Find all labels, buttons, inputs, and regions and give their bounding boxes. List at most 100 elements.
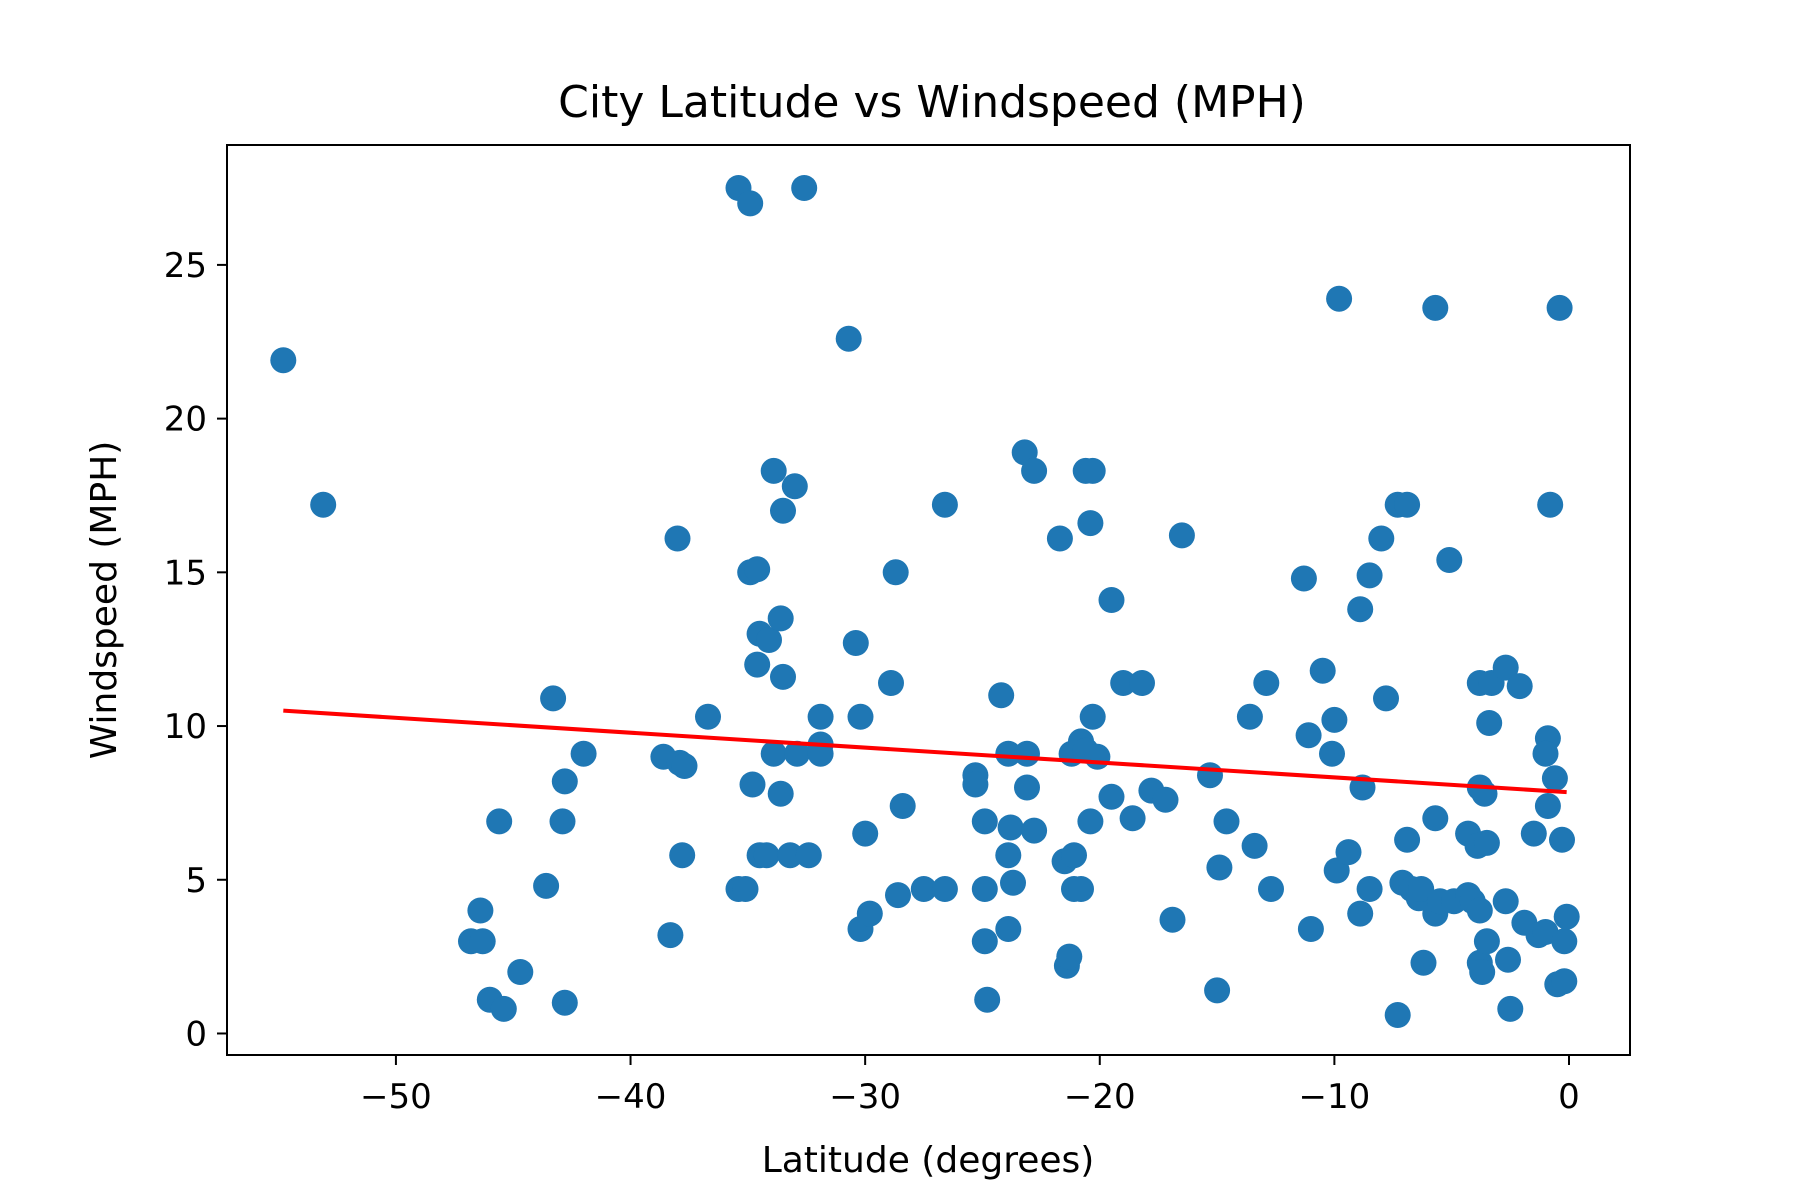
data-point-101 [1159,906,1186,933]
data-point-100 [1152,786,1179,813]
data-point-48 [835,325,862,352]
x-tick-label: −10 [1299,1077,1371,1117]
data-point-20 [669,842,696,869]
data-point-98 [1129,670,1155,696]
data-point-34 [760,457,787,484]
data-point-10 [540,685,567,712]
data-point-126 [1373,685,1399,712]
data-point-6 [486,808,513,835]
data-point-91 [1079,703,1106,730]
data-point-21 [695,703,721,730]
regression-line [283,708,1567,795]
data-point-106 [1213,808,1240,835]
data-point-120 [1347,596,1374,623]
data-point-13 [551,989,578,1016]
data-point-124 [1356,876,1383,902]
y-tick-label: 5 [185,861,207,901]
data-point-42 [784,740,811,767]
data-point-64 [971,876,998,902]
data-point-72 [995,916,1022,942]
data-point-152 [1476,710,1503,736]
x-tick-label: −20 [1064,1077,1136,1117]
data-point-115 [1319,740,1345,767]
data-point-37 [770,497,796,524]
data-point-121 [1347,900,1374,927]
data-point-44 [795,842,822,869]
data-point-65 [971,928,998,955]
data-point-112 [1295,722,1322,749]
plot-area-frame [226,144,1631,1056]
data-point-114 [1309,657,1336,684]
data-point-24 [732,876,759,902]
data-point-53 [856,900,883,927]
data-point-103 [1197,762,1223,789]
data-point-118 [1326,285,1353,312]
data-point-57 [889,793,916,819]
data-point-160 [1506,673,1533,700]
data-point-41 [777,842,804,869]
data-point-158 [1495,946,1521,973]
x-tick-label: −40 [595,1077,667,1117]
data-point-172 [1551,968,1578,995]
y-tick-label: 0 [185,1014,207,1054]
data-point-89 [1079,457,1106,484]
data-point-31 [739,771,766,798]
data-point-117 [1323,857,1350,884]
data-point-30 [756,627,782,653]
data-points-layer [270,175,1580,1028]
data-point-36 [767,605,794,632]
data-point-8 [507,959,534,985]
data-point-66 [974,986,1001,1013]
data-point-12 [551,768,578,795]
y-tick-label: 20 [164,400,207,440]
data-point-150 [1469,959,1496,985]
data-point-107 [1236,703,1263,730]
data-point-169 [1541,765,1568,792]
data-point-90 [1077,510,1104,537]
data-point-58 [910,876,937,902]
data-point-68 [995,740,1022,767]
data-point-69 [995,842,1022,869]
data-point-137 [1422,805,1449,832]
chart-title: City Latitude vs Windspeed (MPH) [558,77,1306,128]
data-point-125 [1368,525,1395,552]
data-point-113 [1297,916,1324,942]
data-point-4 [467,897,494,924]
x-tick-label: −30 [829,1077,901,1117]
x-tick-label: −50 [360,1077,432,1117]
data-point-159 [1497,995,1524,1022]
data-point-108 [1241,832,1268,859]
data-point-166 [1532,740,1559,767]
y-axis-label: Windspeed (MPH) [84,441,125,760]
data-point-38 [770,663,796,690]
data-point-70 [997,814,1024,841]
data-point-92 [1077,808,1104,835]
data-point-83 [1061,842,1087,869]
data-point-111 [1290,565,1317,592]
data-point-167 [1534,793,1561,819]
data-point-168 [1537,491,1564,518]
data-point-156 [1492,654,1519,681]
data-point-148 [1466,897,1493,924]
data-point-62 [962,771,989,798]
x-tick-label: 0 [1558,1077,1580,1117]
data-point-170 [1546,294,1573,321]
data-point-9 [533,872,560,899]
data-point-25 [737,190,764,217]
y-tick-label: 25 [164,246,207,286]
data-point-136 [1422,294,1449,321]
data-point-97 [1119,805,1146,832]
data-point-104 [1206,854,1233,881]
data-point-74 [1014,740,1040,767]
data-point-105 [1204,977,1231,1004]
data-point-3 [469,928,496,955]
data-point-59 [931,491,958,518]
data-point-27 [744,556,771,583]
data-point-93 [1084,743,1111,770]
data-point-71 [1000,869,1026,896]
data-point-96 [1110,670,1137,696]
data-point-119 [1335,839,1362,866]
data-point-63 [971,808,998,835]
data-point-75 [1014,774,1040,801]
data-point-77 [1021,817,1048,844]
